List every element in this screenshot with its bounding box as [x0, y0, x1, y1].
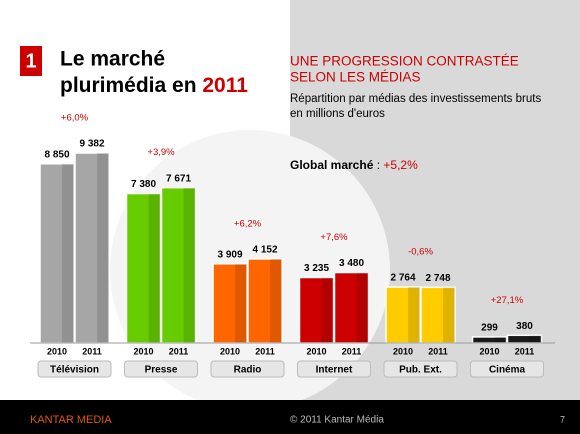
footer-copyright: © 2011 Kantar Média	[290, 415, 384, 426]
global-growth: Global marché : +5,2%	[290, 158, 418, 172]
value-label: 7 671	[166, 173, 191, 184]
bar	[125, 192, 162, 344]
subtitle: en millions d'euros	[290, 108, 385, 120]
category-label: Pub. Ext.	[399, 365, 442, 376]
bar-shade	[235, 263, 247, 343]
category-box	[470, 360, 544, 378]
value-label: 4 152	[252, 245, 277, 256]
category-label: Télévision	[50, 365, 99, 376]
subtitle: Répartition par médias des investissemen…	[290, 93, 541, 105]
bar-shade	[408, 287, 420, 343]
series-label: 2011	[169, 346, 189, 356]
category-label: Cinéma	[489, 365, 526, 376]
category-label: Presse	[145, 365, 178, 376]
value-label: 299	[481, 323, 498, 334]
slide-title: plurimédia en 2011	[60, 74, 248, 97]
footer-page: 7	[560, 414, 565, 424]
category-box	[297, 360, 371, 378]
series-label: 2010	[220, 346, 240, 356]
value-label: 3 909	[217, 249, 242, 260]
bar-shade	[494, 336, 507, 343]
chart: 8 850 2010 9 382 2011 +6,0% Télévision 7 380 20…	[30, 113, 555, 378]
heading: UNE PROGRESSION CONTRASTÉE	[290, 54, 519, 69]
slide-number: 1	[25, 50, 36, 72]
category-label: Internet	[316, 365, 353, 376]
series-label: 2011	[255, 346, 275, 356]
value-label: 3 235	[304, 263, 329, 274]
bar-shade	[148, 193, 161, 343]
growth-label: -0,6%	[408, 247, 433, 258]
series-label: 2011	[82, 346, 102, 356]
bar-shade	[443, 287, 455, 343]
value-label: 3 480	[339, 258, 364, 269]
value-label: 8 850	[44, 149, 69, 160]
bar	[385, 286, 421, 344]
footer-brand: KANTAR MEDIA	[30, 414, 112, 426]
category-box	[210, 360, 285, 378]
logo-box	[20, 46, 42, 76]
slide-title: plurimédia en	[60, 74, 197, 97]
series-label: 2010	[306, 346, 326, 356]
global-separator: :	[377, 158, 380, 172]
value-label: 2 748	[425, 273, 450, 284]
growth-label: +27,1%	[491, 295, 524, 306]
heading: SELON LES MÉDIAS	[290, 70, 421, 85]
bar-shade	[321, 277, 334, 343]
series-label: 2010	[133, 346, 153, 356]
slide-title-year: 2011	[202, 74, 248, 97]
series-label: 2011	[515, 346, 535, 356]
global-label: Global marché	[290, 158, 374, 172]
growth-label: +7,6%	[320, 232, 348, 243]
bar-shade	[270, 258, 282, 343]
category-label: Radio	[234, 365, 262, 376]
bar-shade	[183, 187, 196, 343]
value-label: 7 380	[131, 179, 156, 190]
value-label: 9 382	[79, 139, 104, 150]
bar	[160, 186, 197, 344]
bar-shade	[356, 272, 369, 343]
bar-shade	[97, 153, 109, 343]
bar-shade	[62, 163, 74, 343]
growth-label: +6,0%	[61, 113, 89, 124]
series-label: 2011	[428, 346, 448, 356]
series-label: 2010	[47, 346, 67, 356]
category-box	[383, 360, 458, 378]
footer-bar	[0, 400, 580, 434]
series-label: 2011	[342, 346, 362, 356]
series-label: 2010	[479, 346, 499, 356]
slide-title: Le marché	[60, 48, 165, 71]
growth-label: +3,9%	[147, 147, 175, 158]
bar-shade	[529, 335, 542, 343]
growth-label: +6,2%	[234, 218, 262, 229]
category-box	[37, 360, 112, 378]
value-label: 2 764	[390, 273, 415, 284]
category-box	[124, 360, 198, 378]
value-label: 380	[516, 321, 533, 332]
series-label: 2010	[393, 346, 413, 356]
global-value: +5,2%	[383, 158, 418, 172]
